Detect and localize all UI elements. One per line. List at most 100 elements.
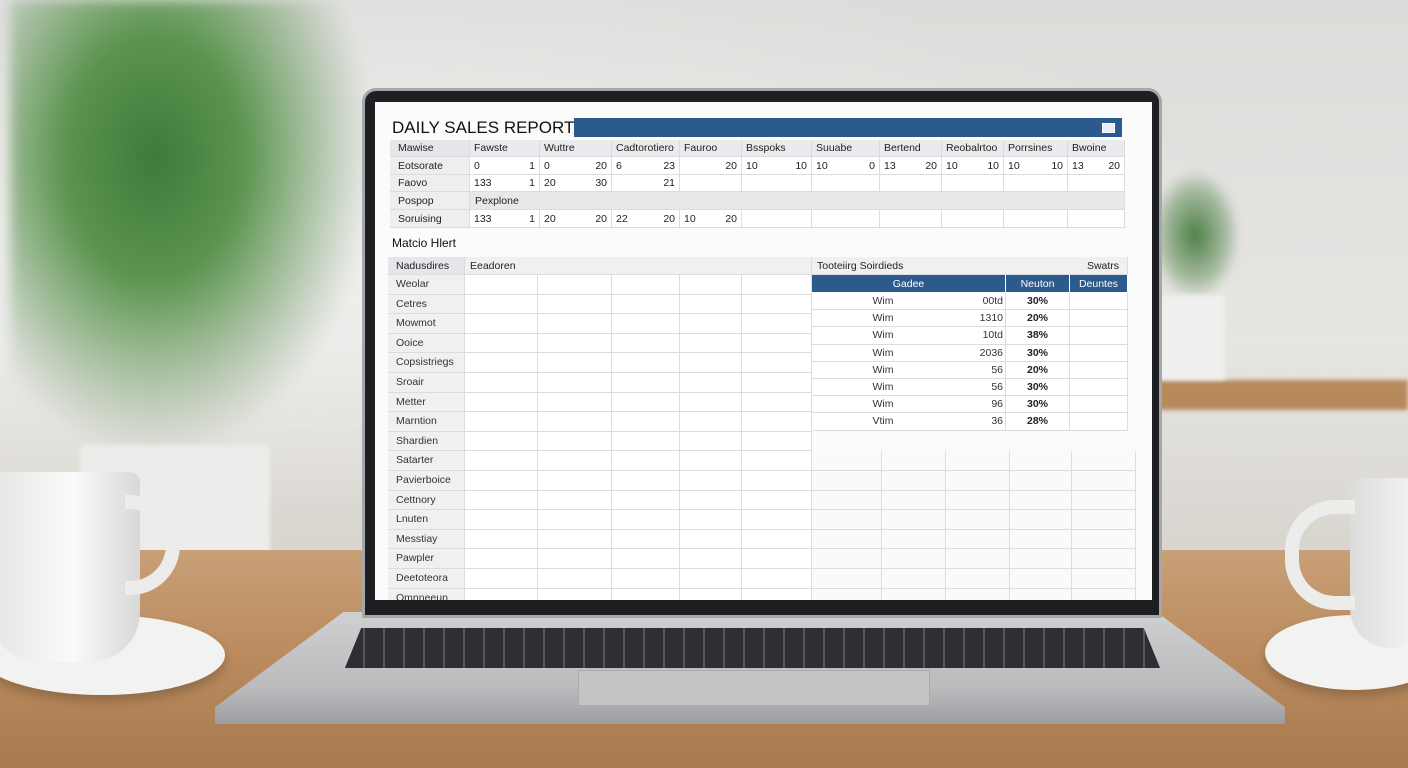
grid-cell: [1010, 529, 1072, 550]
cell-value: 20: [1108, 160, 1120, 172]
grid-cell: [538, 569, 612, 589]
grid-cell: [882, 510, 946, 530]
top-header-cell: Bertend: [880, 140, 942, 157]
grid-cell: [612, 529, 680, 550]
grid-cell: [538, 314, 612, 334]
top-cell: [880, 175, 942, 192]
grid-cell: [465, 431, 538, 452]
grid-cell: [946, 510, 1010, 530]
cell-value: 13: [884, 160, 896, 172]
top-cell: 13 20: [1068, 157, 1125, 175]
grid-cell: [612, 451, 680, 471]
grid-cell: [465, 588, 538, 600]
right-value: 2036: [979, 346, 1003, 359]
cell-value: 133: [474, 177, 492, 189]
grid-cell: [612, 569, 680, 589]
grid-cell: [680, 314, 742, 334]
shelf-plant: [1150, 170, 1240, 300]
grid-cell: [680, 275, 742, 295]
grid-cell: [812, 471, 882, 491]
grid-cell: [612, 588, 680, 600]
grid-cell: [612, 353, 680, 373]
row-label: Copsistriegs: [388, 353, 465, 373]
top-header-cell: Bwoine: [1068, 140, 1125, 157]
grid-cell: [742, 549, 812, 569]
grid-cell: [742, 294, 812, 315]
screen: DAILY SALES REPORT Mawise Fawste Wuttre Cadt…: [375, 102, 1152, 600]
cell-value: 1: [529, 177, 535, 189]
grid-cell: [1010, 510, 1072, 530]
grid-cell: [812, 569, 882, 589]
grid-cell: [1072, 451, 1136, 471]
keyboard: [345, 628, 1160, 668]
grid-cell: [612, 510, 680, 530]
right-cell: [1070, 310, 1128, 328]
right-name: Wim: [872, 346, 894, 359]
right-percent: 30%: [1006, 379, 1070, 397]
right-cell: [1070, 327, 1128, 345]
grid-cell: [742, 314, 812, 334]
row-label: Omnneeun: [388, 588, 465, 600]
cell-value: 20: [595, 160, 607, 172]
grid-cell: [946, 569, 1010, 589]
grid-cell: [742, 412, 812, 432]
trackpad: [578, 670, 930, 706]
cell-value: 10: [987, 160, 999, 172]
cell-value: 22: [616, 213, 628, 225]
grid-cell: [742, 451, 812, 471]
window-icon: [1102, 123, 1115, 133]
grid-cell: [742, 275, 812, 295]
cell-value: 10: [795, 160, 807, 172]
grid-cell: [680, 569, 742, 589]
grid-cell: [612, 314, 680, 334]
grid-cell: [612, 294, 680, 315]
right-cell: [1070, 293, 1128, 311]
grid-cell: [465, 314, 538, 334]
grid-cell: [742, 569, 812, 589]
grid-cell: [812, 451, 882, 471]
grid-cell: [538, 373, 612, 393]
top-cell: [812, 210, 880, 228]
right-value: 1310: [979, 312, 1003, 325]
section-title: Matcio Hlert: [392, 236, 457, 250]
grid-cell: [812, 588, 882, 600]
right-value: 56: [991, 363, 1003, 376]
grid-cell: [680, 549, 742, 569]
grid-cell: [465, 490, 538, 511]
row-label: Lnuten: [388, 510, 465, 530]
grid-cell: [742, 510, 812, 530]
top-header-cell: Fawste: [470, 140, 540, 157]
grid-cell: [882, 549, 946, 569]
cell-value: 10: [1008, 160, 1020, 172]
left-cup: [0, 472, 140, 662]
grid-cell: [538, 392, 612, 413]
grid-cell: [465, 353, 538, 373]
grid-cell: [742, 392, 812, 413]
top-row-label-cell: Eotsorate: [390, 157, 470, 175]
top-cell: 20: [680, 157, 742, 175]
right-cell: [812, 327, 1006, 345]
grid-cell: [612, 549, 680, 569]
grid-cell: [680, 451, 742, 471]
grid-cell: [680, 392, 742, 413]
grid-cell: [1010, 549, 1072, 569]
right-cell: [1070, 379, 1128, 397]
grid-cell: [882, 569, 946, 589]
plant: [10, 0, 370, 450]
grid-cell: [946, 529, 1010, 550]
right-cell: [812, 310, 1006, 328]
row-label: Sroair: [388, 373, 465, 393]
row-label: Ooice: [388, 333, 465, 354]
right-name: Wim: [872, 295, 894, 307]
right-value: 10td: [982, 329, 1003, 342]
grid-cell: [538, 490, 612, 511]
row-label: Marntion: [388, 412, 465, 432]
cell-value: 10: [1051, 160, 1063, 172]
row-label: Weolar: [388, 275, 465, 295]
top-row-label-cell: Mawise: [390, 140, 470, 157]
grid-cell: [946, 471, 1010, 491]
top-header-cell: Reobalrtoo: [942, 140, 1004, 157]
top-header-cell: Cadtorotiero: [612, 140, 680, 157]
row-label: Cettnory: [388, 490, 465, 511]
top-cell: [742, 210, 812, 228]
